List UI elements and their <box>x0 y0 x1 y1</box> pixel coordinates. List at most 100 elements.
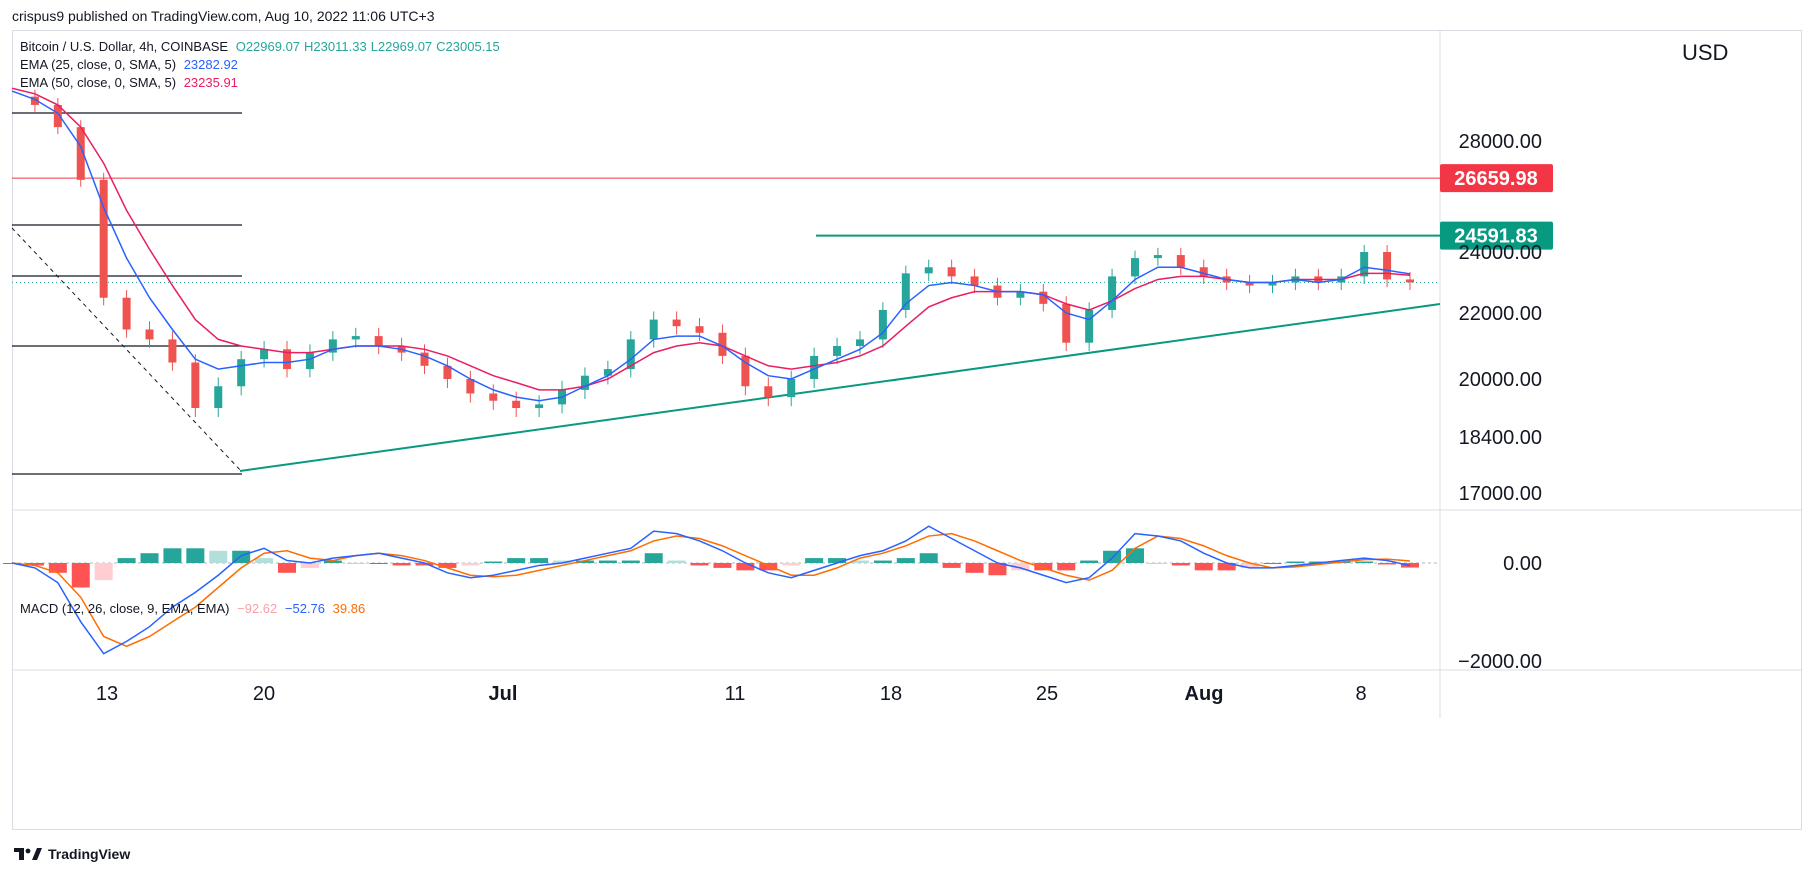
macd-histogram-bar <box>575 560 594 563</box>
macd-histogram-bar <box>415 563 434 566</box>
macd-histogram-bar <box>71 563 90 588</box>
macd-histogram-bar <box>690 563 709 566</box>
support-trendline <box>239 303 1441 472</box>
candle-body <box>901 273 910 310</box>
macd-histogram-bar <box>1378 563 1397 565</box>
price-tick-label: 18400.00 <box>1459 427 1542 449</box>
candle-body <box>833 346 842 356</box>
candle-body <box>260 349 269 360</box>
symbol-title: Bitcoin / U.S. Dollar, 4h, COINBASE <box>20 39 229 54</box>
macd-histogram-bar <box>1355 561 1374 563</box>
time-tick-label: Aug <box>1185 683 1224 705</box>
macd-histogram-bar <box>461 563 480 566</box>
time-tick-label: 25 <box>1036 683 1058 705</box>
candle-body <box>1016 291 1025 298</box>
candle-body <box>305 352 314 370</box>
candle-body <box>1245 282 1254 286</box>
candle-body <box>1085 309 1094 343</box>
ohlc-l: L22969.07 <box>370 39 433 54</box>
candle-body <box>328 339 337 353</box>
publisher-line: crispus9 published on TradingView.com, A… <box>12 8 435 24</box>
macd-histogram-bar <box>850 560 869 563</box>
candle-body <box>443 365 452 379</box>
macd-histogram-bar <box>117 558 136 563</box>
candle-body <box>466 379 475 394</box>
macd-histogram-bar <box>828 558 847 563</box>
red-level-label-bg <box>1440 164 1553 193</box>
candle-body <box>718 332 727 356</box>
tradingview-brand: TradingView <box>14 846 130 862</box>
time-tick-label: 13 <box>96 683 118 705</box>
candle-body <box>1153 255 1162 259</box>
macd-histogram-bar <box>25 563 44 566</box>
macd-histogram-bar <box>1194 563 1213 571</box>
candle-body <box>741 355 750 387</box>
candle-body <box>603 369 612 376</box>
candle-body <box>626 339 635 370</box>
macd-histogram-bar <box>484 561 503 563</box>
ohlc-h: H23011.33 <box>304 39 367 54</box>
macd-histogram-bar <box>1011 563 1030 571</box>
macd-label: MACD (12, 26, close, 9, EMA, EMA) <box>20 601 230 616</box>
macd-histogram-bar <box>1263 563 1282 564</box>
price-tick-label: 28000.00 <box>1459 131 1542 153</box>
candle-body <box>374 336 383 346</box>
macd-histogram-bar <box>713 563 732 568</box>
candle-body <box>1199 267 1208 277</box>
ema50-legend: EMA (50, close, 0, SMA, 5) 23235.91 <box>20 74 242 92</box>
macd-histogram-bar <box>896 558 915 563</box>
macd-histogram-bar <box>507 558 526 563</box>
macd-histogram-bar <box>644 553 663 563</box>
macd-histogram-bar <box>873 560 892 563</box>
ohlc-values: O22969.07 H23011.33 L22969.07 C23005.15 <box>236 39 504 54</box>
macd-histogram-bar <box>163 548 182 563</box>
ema25-line <box>11 90 1411 402</box>
candle-body <box>489 393 498 401</box>
macd-histogram-bar <box>1240 563 1259 568</box>
ema50-value: 23235.91 <box>183 75 238 90</box>
macd-value: −52.76 <box>284 601 326 616</box>
resistance-level-label-bg <box>1440 221 1553 250</box>
resistance-level-label: 24591.83 <box>1454 226 1537 248</box>
candle-body <box>672 319 681 327</box>
macd-histogram-bar <box>140 553 159 563</box>
macd-histogram-bar <box>553 560 572 563</box>
macd-histogram-bar <box>1034 563 1053 571</box>
macd-histogram-bar <box>278 563 297 573</box>
candle-body <box>1130 258 1139 277</box>
candle-body <box>1062 303 1071 343</box>
candle-body <box>512 400 521 408</box>
candle-body <box>168 339 177 363</box>
candle-body <box>878 309 887 340</box>
macd-histogram-bar <box>805 558 824 563</box>
candle-body <box>1360 252 1369 277</box>
macd-hist-value: −92.62 <box>237 601 278 616</box>
macd-histogram-bar <box>988 563 1007 576</box>
macd-tick-label: 0.00 <box>1503 553 1542 575</box>
macd-histogram-bar <box>782 563 801 566</box>
ohlc-c: C23005.15 <box>436 39 500 54</box>
candle-body <box>695 326 704 333</box>
candle-body <box>787 379 796 398</box>
ema50-line <box>11 87 1411 391</box>
macd-legend: MACD (12, 26, close, 9, EMA, EMA) −92.62… <box>20 600 369 618</box>
candle-body <box>191 362 200 408</box>
symbol-legend: Bitcoin / U.S. Dollar, 4h, COINBASE O229… <box>20 38 508 56</box>
macd-histogram-bar <box>323 560 342 563</box>
macd-histogram-bar <box>1171 563 1190 566</box>
candle-body <box>855 339 864 346</box>
fib-trend-line <box>11 227 243 473</box>
macd-histogram-bar <box>1125 548 1144 563</box>
candle-body <box>947 267 956 277</box>
macd-histogram-bar <box>300 563 319 568</box>
macd-histogram-bar <box>1080 560 1099 563</box>
macd-histogram-bar <box>255 558 274 563</box>
ema25-value: 23282.92 <box>183 57 238 72</box>
macd-histogram-bar <box>530 558 549 563</box>
candle-body <box>1108 276 1117 310</box>
candle-body <box>53 104 62 128</box>
candle-body <box>351 336 360 340</box>
macd-tick-label: −2000.00 <box>1458 651 1542 673</box>
macd-histogram-bar <box>759 563 778 571</box>
